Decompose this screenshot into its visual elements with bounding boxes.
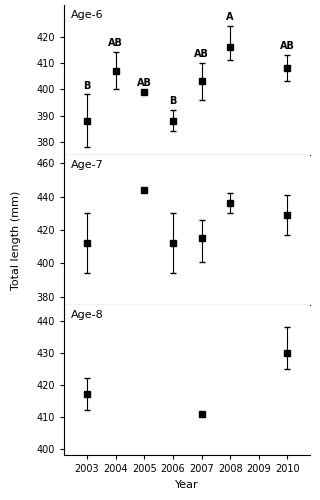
Text: Age-8: Age-8	[71, 310, 104, 320]
Text: AB: AB	[108, 38, 123, 48]
Text: Total length (mm): Total length (mm)	[11, 190, 21, 290]
Text: AB: AB	[137, 78, 152, 88]
Text: AB: AB	[194, 49, 209, 59]
Text: AB: AB	[280, 41, 295, 51]
Text: B: B	[169, 96, 177, 106]
X-axis label: Year: Year	[175, 480, 199, 490]
Text: A: A	[227, 12, 234, 22]
Text: B: B	[83, 80, 91, 90]
Text: Age-7: Age-7	[71, 160, 104, 170]
Text: Age-6: Age-6	[71, 10, 104, 20]
